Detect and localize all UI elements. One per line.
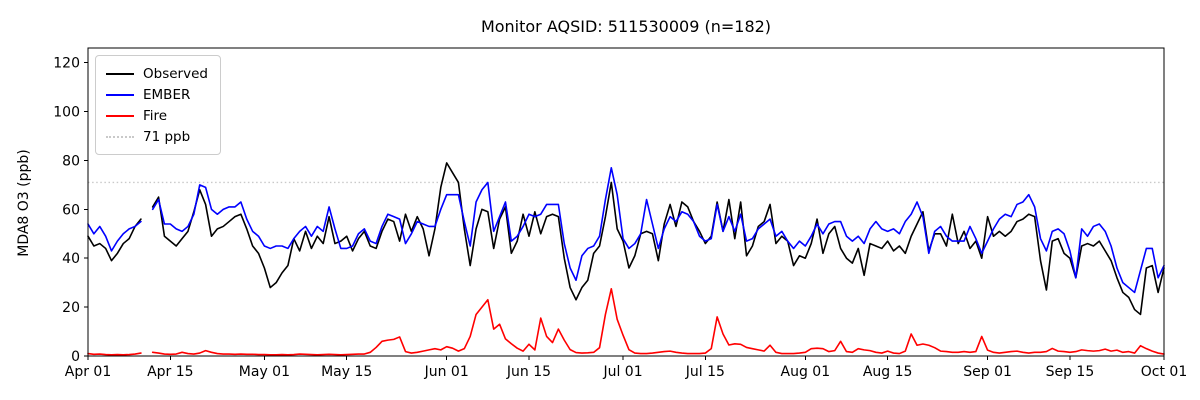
x-tick-label: May 01 bbox=[239, 364, 290, 380]
x-tick-label: May 15 bbox=[321, 364, 372, 380]
x-tick-label: Oct 01 bbox=[1141, 364, 1187, 380]
x-tick-label: Jul 15 bbox=[685, 364, 725, 380]
x-tick-label: Jun 01 bbox=[424, 364, 469, 380]
legend-label-observed: Observed bbox=[143, 65, 208, 82]
legend-label-ember: EMBER bbox=[143, 86, 191, 103]
y-tick-label: 20 bbox=[62, 300, 80, 316]
chart-title: Monitor AQSID: 511530009 (n=182) bbox=[480, 17, 772, 36]
axes-frame bbox=[87, 47, 1165, 357]
legend-item-observed: Observed bbox=[106, 63, 208, 84]
y-tick-label: 100 bbox=[53, 105, 80, 121]
legend-label-threshold: 71 ppb bbox=[143, 128, 191, 145]
series-line-fire bbox=[87, 287, 1165, 356]
legend-item-threshold: 71 ppb bbox=[106, 126, 208, 147]
y-tick-label: 0 bbox=[71, 349, 80, 365]
legend: Observed EMBER Fire 71 ppb bbox=[95, 55, 221, 155]
fire-line-swatch bbox=[106, 114, 134, 117]
y-tick-label: 80 bbox=[62, 153, 80, 169]
x-tick-label: Sep 15 bbox=[1046, 364, 1095, 380]
legend-item-ember: EMBER bbox=[106, 84, 208, 105]
x-tick-label: Apr 15 bbox=[147, 364, 193, 380]
observed-line-swatch bbox=[106, 72, 134, 75]
y-tick-label: 120 bbox=[53, 56, 80, 72]
x-tick-label: Aug 01 bbox=[781, 364, 831, 380]
series-line-ember bbox=[87, 166, 1165, 294]
y-tick-label: 40 bbox=[62, 251, 80, 267]
ember-line-swatch bbox=[106, 93, 134, 96]
x-tick-label: Jul 01 bbox=[602, 364, 642, 380]
legend-label-fire: Fire bbox=[143, 107, 168, 124]
series-line-observed bbox=[87, 162, 1165, 316]
x-tick-label: Sep 01 bbox=[963, 364, 1012, 380]
y-tick-label: 60 bbox=[62, 202, 80, 218]
x-tick-label: Aug 15 bbox=[863, 364, 913, 380]
legend-item-fire: Fire bbox=[106, 105, 208, 126]
x-tick-label: Apr 01 bbox=[65, 364, 111, 380]
threshold-line-swatch bbox=[106, 135, 134, 138]
x-tick-label: Jun 15 bbox=[506, 364, 551, 380]
